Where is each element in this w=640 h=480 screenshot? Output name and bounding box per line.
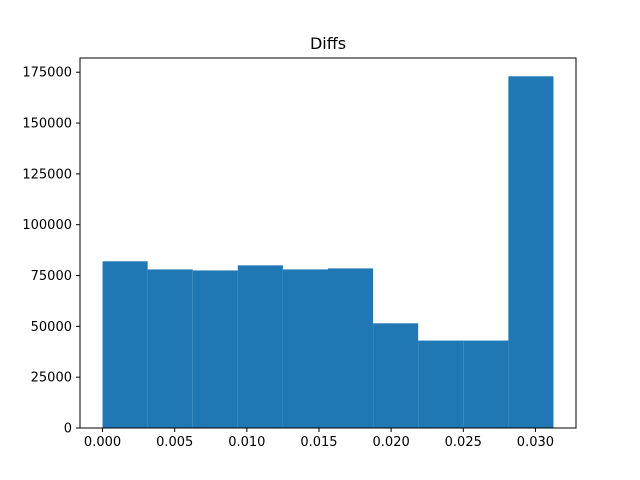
y-axis: 0 25000 50000 75000 100000 125000 150000 175000 bbox=[22, 66, 80, 437]
y-tick-label: 125000 bbox=[22, 167, 72, 182]
histogram-bar bbox=[192, 270, 238, 428]
histogram-bar bbox=[282, 269, 328, 428]
x-tick-label: 0.015 bbox=[300, 435, 337, 450]
x-tick-label: 0.030 bbox=[517, 435, 554, 450]
histogram-bar bbox=[463, 340, 509, 428]
x-tick-label: 0.010 bbox=[228, 435, 265, 450]
y-tick-label: 0 bbox=[64, 422, 72, 437]
plot-frame bbox=[79, 57, 577, 429]
histogram-bar bbox=[147, 269, 193, 428]
histogram-bar bbox=[508, 76, 554, 429]
x-tick-label: 0.020 bbox=[373, 435, 410, 450]
y-tick-label: 100000 bbox=[22, 218, 72, 233]
histogram-bar bbox=[237, 265, 283, 428]
histogram-bar bbox=[373, 323, 419, 428]
y-tick-label: 150000 bbox=[22, 117, 72, 132]
histogram-bar bbox=[102, 261, 148, 428]
bars-group bbox=[102, 76, 554, 429]
histogram-bar bbox=[418, 340, 464, 428]
y-tick-label: 50000 bbox=[31, 320, 72, 335]
x-axis: 0.000 0.005 0.010 0.015 0.020 0.025 0.030 bbox=[84, 428, 554, 450]
x-tick-label: 0.000 bbox=[84, 435, 121, 450]
y-tick-label: 75000 bbox=[31, 269, 72, 284]
chart-title: Diffs bbox=[310, 34, 346, 53]
x-tick-label: 0.005 bbox=[156, 435, 193, 450]
histogram-bar bbox=[328, 268, 374, 428]
y-tick-label: 175000 bbox=[22, 66, 72, 81]
x-tick-label: 0.025 bbox=[445, 435, 482, 450]
y-tick-label: 25000 bbox=[31, 371, 72, 386]
